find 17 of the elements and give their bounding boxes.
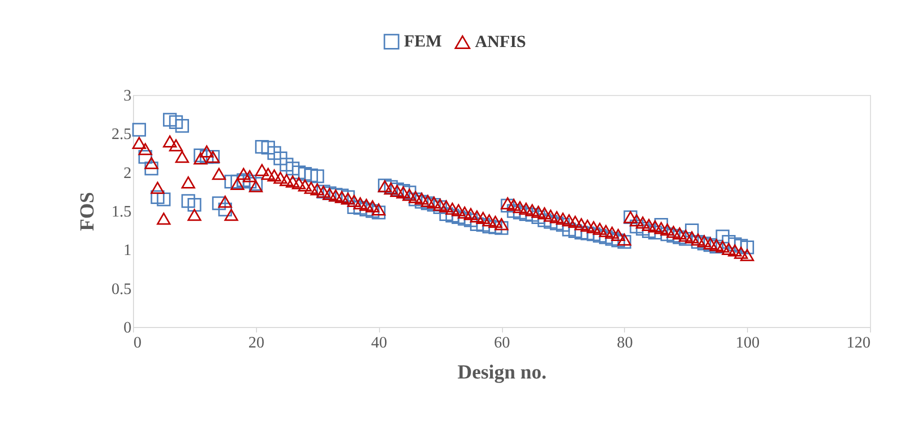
y-tick-label: 3: [124, 88, 132, 104]
x-tick-label: 20: [248, 334, 264, 352]
y-tick-label: 0: [124, 320, 132, 336]
x-tick-label: 120: [846, 334, 870, 352]
y-tick-label: 2.5: [112, 126, 132, 144]
y-tick-label: 0.5: [112, 280, 132, 298]
legend-label: ANFIS: [475, 32, 526, 52]
legend-label: FEM: [404, 32, 442, 51]
y-tick-label: 1: [124, 242, 132, 260]
x-tick-label: 40: [371, 334, 388, 352]
y-tick-label: 2: [124, 164, 132, 182]
x-tick-label: 80: [616, 334, 633, 352]
y-tick-label: 1.5: [112, 204, 132, 220]
x-axis-title: Design no.: [458, 362, 546, 384]
x-tick-label: 60: [494, 334, 510, 352]
y-axis-title: FOS: [76, 192, 98, 231]
x-tick-label: 100: [736, 334, 760, 352]
